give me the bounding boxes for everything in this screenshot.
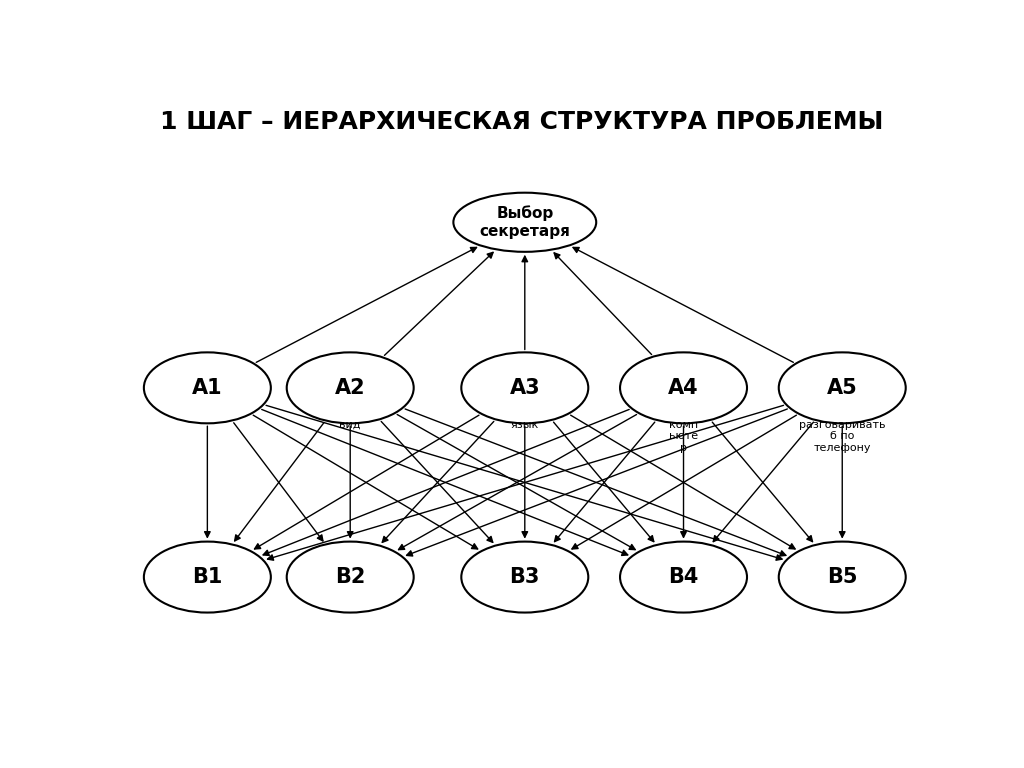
Text: А3: А3	[510, 378, 540, 398]
Text: В4: В4	[669, 567, 698, 587]
Text: А5: А5	[826, 378, 858, 398]
Text: разговаривать
б по
телефону: разговаривать б по телефону	[799, 420, 886, 453]
Ellipse shape	[620, 353, 748, 423]
Text: В5: В5	[827, 567, 857, 587]
Ellipse shape	[143, 541, 270, 613]
Ellipse shape	[143, 353, 270, 423]
Ellipse shape	[778, 541, 906, 613]
Text: вид: вид	[340, 420, 360, 430]
Text: А4: А4	[669, 378, 698, 398]
Text: комп
ьюте
р: комп ьюте р	[669, 420, 698, 453]
Ellipse shape	[287, 541, 414, 613]
Text: В3: В3	[510, 567, 540, 587]
Ellipse shape	[287, 353, 414, 423]
Ellipse shape	[461, 353, 588, 423]
Ellipse shape	[461, 541, 588, 613]
Text: В1: В1	[193, 567, 222, 587]
Text: 1 ШАГ – ИЕРАРХИЧЕСКАЯ СТРУКТУРА ПРОБЛЕМЫ: 1 ШАГ – ИЕРАРХИЧЕСКАЯ СТРУКТУРА ПРОБЛЕМЫ	[160, 110, 883, 134]
Text: Выбор
секретаря: Выбор секретаря	[479, 206, 570, 239]
Text: язык: язык	[511, 420, 539, 430]
Ellipse shape	[778, 353, 906, 423]
Text: А2: А2	[335, 378, 366, 398]
Text: В2: В2	[335, 567, 366, 587]
Ellipse shape	[620, 541, 748, 613]
Text: А1: А1	[193, 378, 222, 398]
Ellipse shape	[454, 193, 596, 252]
